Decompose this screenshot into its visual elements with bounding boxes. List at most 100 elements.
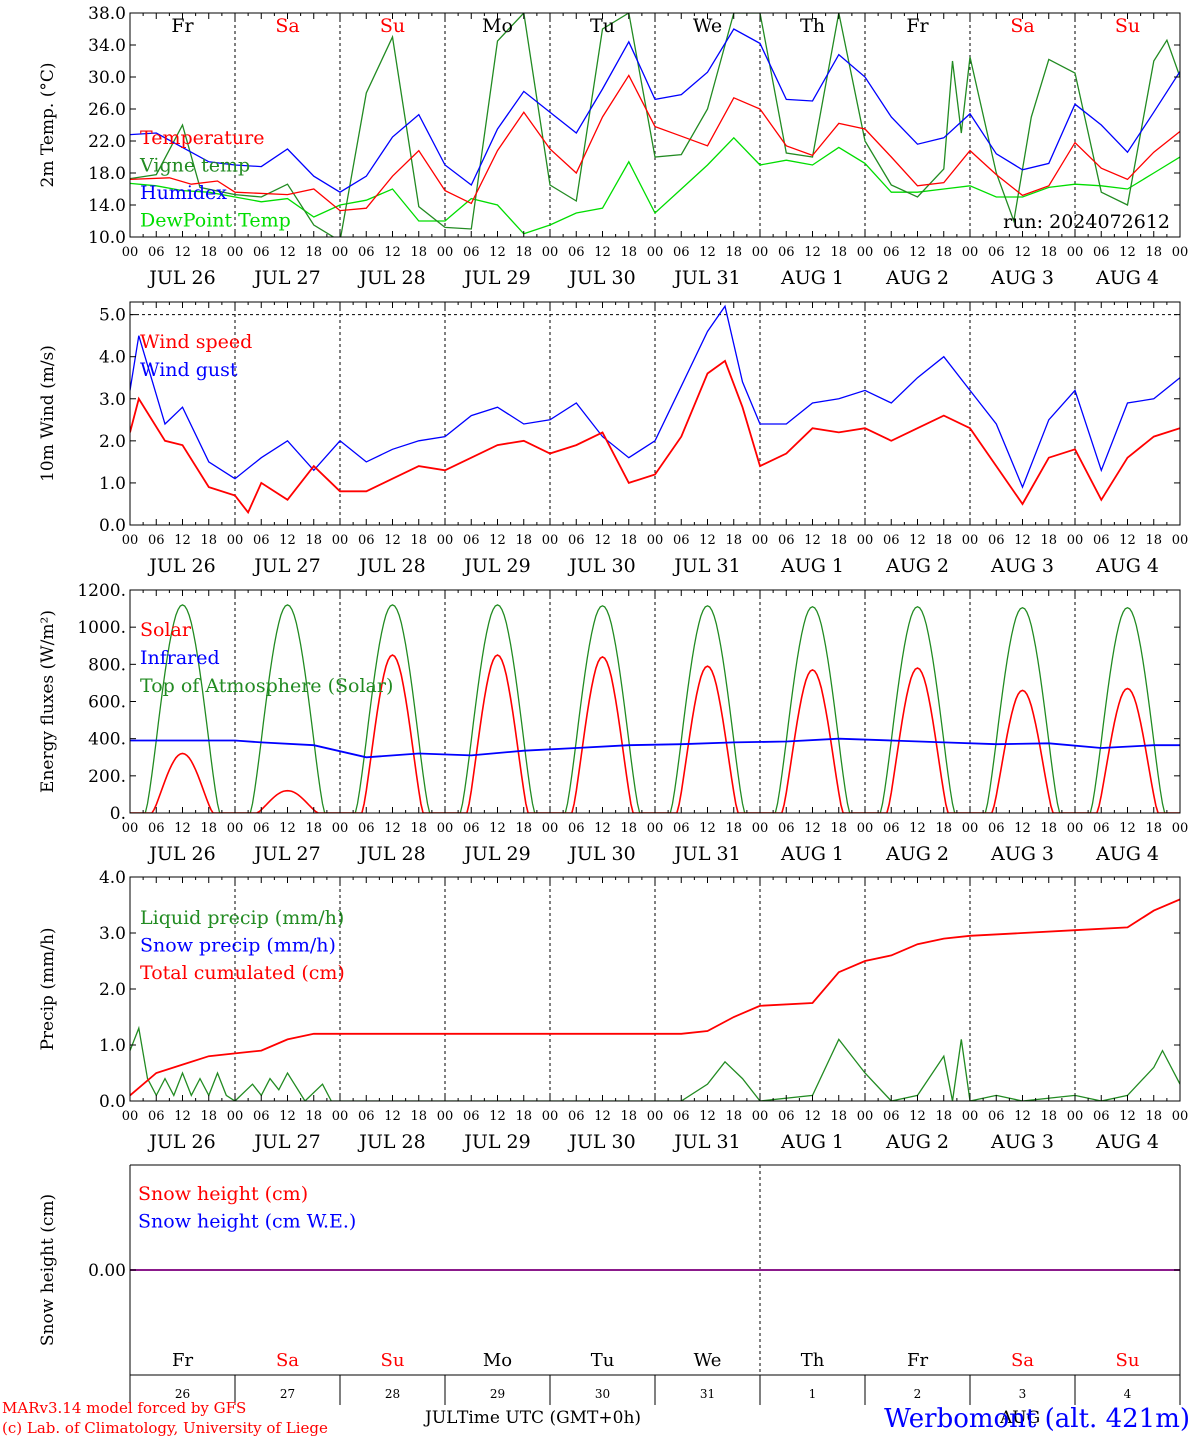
hour-tick-label: 06	[673, 821, 690, 836]
hour-tick-label: 12	[489, 821, 506, 836]
hour-tick-label: 00	[647, 821, 664, 836]
hour-tick-label: 12	[1014, 821, 1031, 836]
day-number-label: 2	[914, 1387, 922, 1401]
date-label: JUL 31	[672, 267, 740, 289]
hour-tick-label: 00	[227, 1109, 244, 1124]
legend-wind-speed: Wind speed	[140, 331, 252, 353]
y-tick-label: 18.0	[88, 164, 126, 184]
y-axis-label: Energy fluxes (W/m²)	[38, 610, 58, 793]
series-humidex	[130, 28, 1180, 193]
hour-tick-label: 06	[568, 821, 585, 836]
station-name: Werbomont (alt. 421m)	[884, 1404, 1190, 1434]
legend-snow-height-cm-w-e-: Snow height (cm W.E.)	[138, 1211, 356, 1233]
y-axis-label: 2m Temp. (°C)	[38, 62, 58, 187]
plot-frame	[129, 12, 1181, 238]
hour-tick-label: 06	[883, 245, 900, 260]
y-tick-label: 800.	[88, 655, 126, 675]
hour-tick-label: 18	[515, 245, 532, 260]
hour-tick-label: 18	[830, 1109, 847, 1124]
series-top-of-atmosphere	[130, 604, 1180, 813]
hour-tick-label: 06	[568, 1109, 585, 1124]
hour-tick-label: 18	[1145, 533, 1162, 548]
day-number-label: 29	[490, 1387, 505, 1401]
date-label: JUL 28	[357, 1131, 425, 1153]
hour-tick-label: 18	[200, 245, 217, 260]
hour-tick-label: 00	[332, 821, 349, 836]
weekday-label: Fr	[172, 1350, 193, 1371]
hour-tick-label: 00	[1172, 1109, 1189, 1124]
hour-tick-label: 12	[594, 245, 611, 260]
hour-tick-label: 18	[305, 533, 322, 548]
hour-tick-label: 06	[883, 821, 900, 836]
hour-tick-label: 12	[279, 821, 296, 836]
legend-dewpoint-temp: DewPoint Temp	[140, 210, 291, 232]
hour-tick-label: 06	[883, 533, 900, 548]
date-label: JUL 31	[672, 843, 740, 865]
series-infrared	[130, 737, 1180, 759]
hour-tick-label: 12	[1119, 1109, 1136, 1124]
date-label: AUG 4	[1095, 555, 1159, 577]
hour-tick-label: 12	[489, 1109, 506, 1124]
hour-tick-label: 18	[935, 821, 952, 836]
snow-panel: 0.00 Snow height (cm) Snow height (cm) Snow…	[38, 1164, 1181, 1405]
date-label: JUL 26	[147, 1131, 215, 1153]
hour-tick-label: 12	[594, 821, 611, 836]
hour-tick-label: 12	[489, 533, 506, 548]
energy-lines	[130, 604, 1180, 813]
temperature-panel: 10.0 14.0 18.0 22.0 26.0 30.0 34.0 38.0 2m Temp.…	[38, 4, 1188, 289]
hour-tick-label: 12	[804, 1109, 821, 1124]
hour-tick-label: 00	[542, 533, 559, 548]
y-tick-label: 0.00	[88, 1261, 126, 1281]
hour-tick-label: 18	[410, 533, 427, 548]
hour-tick-label: 18	[620, 1109, 637, 1124]
legend-infrared: Infrared	[140, 647, 220, 669]
day-number-label: 27	[280, 1387, 295, 1401]
hour-tick-label: 18	[935, 1109, 952, 1124]
hour-tick-label: 12	[909, 1109, 926, 1124]
time-axis-title: Time UTC (GMT+0h)	[457, 1408, 641, 1428]
hour-tick-label: 12	[699, 1109, 716, 1124]
weekday-label: Th	[800, 15, 825, 37]
hour-tick-label: 12	[1014, 1109, 1031, 1124]
day-number-label: 3	[1019, 1387, 1027, 1401]
hour-tick-label: 00	[122, 1109, 139, 1124]
weekday-label: Th	[801, 1350, 825, 1371]
date-label: AUG 2	[885, 1131, 949, 1153]
hour-tick-label: 00	[752, 1109, 769, 1124]
hour-tick-label: 18	[1040, 533, 1057, 548]
hour-tick-label: 00	[332, 1109, 349, 1124]
hour-tick-label: 12	[384, 533, 401, 548]
weekday-label: Sa	[1010, 15, 1034, 37]
hour-tick-label: 12	[699, 245, 716, 260]
hour-tick-label: 06	[148, 533, 165, 548]
hour-tick-label: 12	[1014, 245, 1031, 260]
hour-tick-label: 12	[174, 533, 191, 548]
hour-tick-label: 12	[384, 245, 401, 260]
date-label: AUG 3	[990, 843, 1054, 865]
hour-tick-label: 12	[384, 821, 401, 836]
date-label: AUG 2	[885, 843, 949, 865]
hour-tick-label: 18	[620, 821, 637, 836]
y-tick-label: 400.	[88, 730, 126, 750]
hour-tick-label: 06	[148, 1109, 165, 1124]
hour-tick-label: 06	[988, 245, 1005, 260]
date-label: AUG 3	[990, 1131, 1054, 1153]
legend-liquid-precip-mm-h-: Liquid precip (mm/h)	[140, 907, 344, 929]
date-label: JUL 26	[147, 555, 215, 577]
y-tick-label: 1200.	[77, 581, 126, 601]
hour-tick-label: 18	[1145, 245, 1162, 260]
weekday-label: Tu	[590, 15, 615, 37]
y-axis-label: Snow height (cm)	[38, 1194, 58, 1346]
date-label: AUG 4	[1095, 1131, 1159, 1153]
weekday-label: Sa	[276, 1350, 299, 1371]
hour-tick-label: 18	[1040, 821, 1057, 836]
hour-tick-label: 00	[752, 821, 769, 836]
hour-tick-label: 06	[463, 1109, 480, 1124]
hour-tick-label: 00	[227, 533, 244, 548]
y-tick-label: 22.0	[88, 132, 126, 152]
hour-tick-label: 12	[909, 245, 926, 260]
hour-tick-label: 06	[778, 821, 795, 836]
hour-tick-label: 18	[1145, 1109, 1162, 1124]
hour-tick-label: 00	[857, 1109, 874, 1124]
